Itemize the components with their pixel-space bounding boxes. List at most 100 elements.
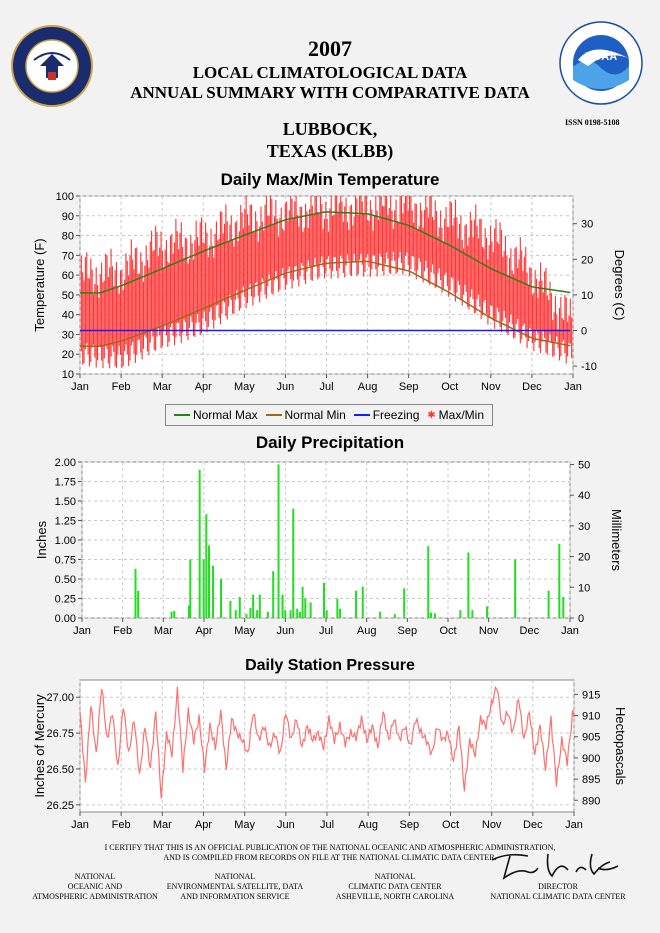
month-label: Apr (195, 381, 212, 393)
tick-label-y: 90 (62, 211, 74, 223)
precip-bar (266, 611, 269, 618)
report-year: 2007 (308, 36, 352, 61)
month-label: Oct (441, 381, 458, 393)
precip-bar (467, 552, 470, 618)
precip-bar (459, 610, 462, 618)
precip-bar (252, 594, 255, 618)
month-label: Dec (523, 819, 543, 831)
month-label: Nov (479, 625, 499, 637)
tick-label-y2: 30 (578, 521, 590, 533)
tick-label-y: 0.25 (55, 594, 76, 606)
month-label: Jul (319, 381, 333, 393)
tick-label-y: 27.00 (46, 692, 74, 704)
tick-label-y: 100 (56, 191, 74, 203)
precip-bar (205, 514, 208, 618)
precipitation-chart: 0.00 0.25 0.50 0.75 1.00 1.25 1.50 1.75 2.00 Jan F… (34, 457, 624, 637)
temperature-legend: Normal Max Normal Min Freezing ✱ Max/Min (165, 404, 493, 426)
month-label: Apr (195, 625, 212, 637)
commerce-seal (11, 25, 93, 107)
month-label: Dec (522, 381, 542, 393)
month-label: Sep (400, 819, 420, 831)
month-label: Jan (561, 625, 579, 637)
legend-freezing: Freezing (353, 408, 419, 422)
certify-line1: I CERTIFY THAT THIS IS AN OFFICIAL PUBLI… (104, 843, 556, 852)
month-label: Jan (564, 381, 582, 393)
precip-bar (284, 610, 287, 618)
month-label: Sep (399, 381, 419, 393)
month-label: Jan (71, 381, 89, 393)
precip-bar (514, 559, 517, 618)
month-label: Aug (357, 625, 377, 637)
month-label: Jan (565, 819, 583, 831)
precip-bar (234, 610, 237, 618)
precip-bar (309, 602, 312, 618)
month-label: Jun (277, 381, 295, 393)
precip-bar (547, 590, 550, 618)
legend-maxmin: ✱ Max/Min (427, 408, 485, 422)
tick-label-y: 70 (62, 250, 74, 262)
tick-label-y: 0.00 (55, 613, 76, 625)
precip-bar (336, 598, 339, 618)
tick-label-y: 1.75 (55, 477, 76, 489)
tick-label-y2: 905 (582, 732, 600, 744)
month-label: Jan (71, 819, 89, 831)
legend-normal-min: Normal Min (265, 408, 346, 422)
tick-label-y: 80 (62, 231, 74, 243)
axis-label-y2: Degrees (C) (612, 250, 627, 321)
precip-bar (212, 565, 215, 618)
precip-bar (256, 610, 259, 618)
issn-label: ISSN 0198-5108 (565, 118, 620, 127)
footer-col-ncdc: NATIONAL CLIMATIC DATA CENTER ASHEVILLE, N… (335, 872, 455, 901)
precip-bar (229, 600, 232, 618)
precip-bar (220, 579, 223, 618)
month-label: Nov (482, 819, 502, 831)
tick-label-y2: 40 (578, 490, 590, 502)
month-label: Oct (439, 625, 456, 637)
footer-col-director: DIRECTOR NATIONAL CLIMATIC DATA CENTER (490, 882, 626, 901)
precip-bar (281, 594, 284, 618)
report-title-line2: ANNUAL SUMMARY WITH COMPARATIVE DATA (130, 83, 530, 102)
precip-bar (238, 596, 241, 618)
month-label: Aug (358, 381, 378, 393)
axis-label-y: Inches (34, 520, 49, 559)
tick-label-y: 1.50 (55, 496, 76, 508)
legend-normal-max: Normal Max (173, 408, 258, 422)
precip-bar (202, 559, 205, 618)
month-label: Jul (319, 625, 333, 637)
precip-bar (429, 612, 432, 618)
tick-label-y: 10 (62, 369, 74, 381)
precip-bar (355, 590, 358, 618)
normal-max-line (80, 211, 571, 294)
tick-label-y: 0.75 (55, 555, 76, 567)
precip-bar (393, 614, 396, 618)
tick-label-y2: 910 (582, 711, 600, 723)
precip-bar (558, 543, 561, 618)
month-label: Jul (320, 819, 334, 831)
tick-label-y: 26.50 (46, 764, 74, 776)
tick-label-y: 1.25 (55, 516, 76, 528)
precip-bar (272, 571, 275, 618)
precip-bar (198, 469, 201, 618)
precip-bar (379, 611, 382, 618)
precip-bar (562, 596, 565, 618)
precip-bar (301, 586, 304, 618)
month-label: Feb (112, 819, 131, 831)
month-label: Aug (358, 819, 378, 831)
report-title-line1: LOCAL CLIMATOLOGICAL DATA (192, 63, 468, 82)
tick-label-y2: 900 (582, 753, 600, 765)
tick-label-y2: 50 (578, 459, 590, 471)
tick-label-y: 60 (62, 270, 74, 282)
pressure-chart-title: Daily Station Pressure (245, 657, 415, 674)
axis-label-y2: Hectopascals (613, 707, 628, 786)
tick-label-y: 26.75 (46, 728, 74, 740)
tick-label-y2: 10 (581, 290, 593, 302)
precip-bar (170, 611, 173, 618)
tick-label-y: 1.00 (55, 535, 76, 547)
month-label: Sep (398, 625, 418, 637)
temp-chart-title: Daily Max/Min Temperature (220, 170, 440, 189)
tick-label-y2: -10 (581, 361, 597, 373)
precip-bar (245, 614, 248, 618)
precip-bar (277, 464, 280, 618)
precip-bar (361, 586, 364, 618)
precip-bar (322, 582, 325, 618)
